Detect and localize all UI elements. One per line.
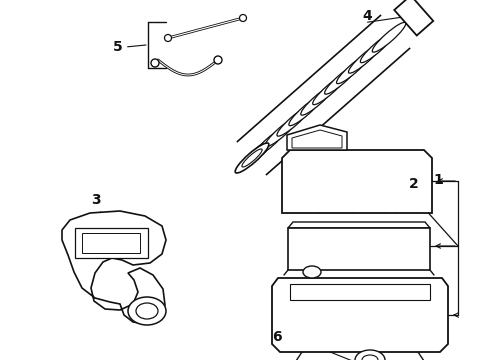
Polygon shape — [282, 150, 432, 213]
Ellipse shape — [348, 43, 382, 73]
Text: 2: 2 — [409, 177, 419, 190]
Text: 4: 4 — [363, 9, 372, 23]
Ellipse shape — [301, 85, 334, 115]
Ellipse shape — [242, 149, 262, 167]
Ellipse shape — [372, 22, 406, 52]
Polygon shape — [288, 222, 430, 228]
Ellipse shape — [235, 143, 269, 173]
Ellipse shape — [337, 54, 370, 84]
Ellipse shape — [241, 138, 275, 168]
Ellipse shape — [151, 59, 159, 67]
Ellipse shape — [240, 14, 246, 22]
Ellipse shape — [313, 75, 346, 105]
Ellipse shape — [165, 35, 172, 41]
Polygon shape — [75, 228, 148, 258]
Ellipse shape — [355, 350, 385, 360]
Text: 5: 5 — [113, 40, 122, 54]
Text: 3: 3 — [91, 193, 100, 207]
Ellipse shape — [253, 127, 287, 157]
Ellipse shape — [214, 56, 222, 64]
Ellipse shape — [303, 266, 321, 278]
Ellipse shape — [136, 303, 158, 319]
Polygon shape — [292, 130, 342, 148]
Text: 1: 1 — [434, 173, 443, 187]
Ellipse shape — [360, 33, 394, 63]
Polygon shape — [288, 228, 430, 270]
Ellipse shape — [362, 355, 378, 360]
Text: 6: 6 — [272, 330, 282, 343]
Polygon shape — [394, 0, 433, 36]
Polygon shape — [82, 233, 140, 253]
Ellipse shape — [289, 96, 322, 126]
Polygon shape — [272, 278, 448, 352]
Ellipse shape — [324, 64, 358, 94]
Ellipse shape — [128, 297, 166, 325]
Polygon shape — [290, 284, 430, 300]
Ellipse shape — [265, 117, 298, 147]
Ellipse shape — [277, 106, 311, 136]
Polygon shape — [62, 211, 166, 324]
Polygon shape — [287, 125, 347, 150]
